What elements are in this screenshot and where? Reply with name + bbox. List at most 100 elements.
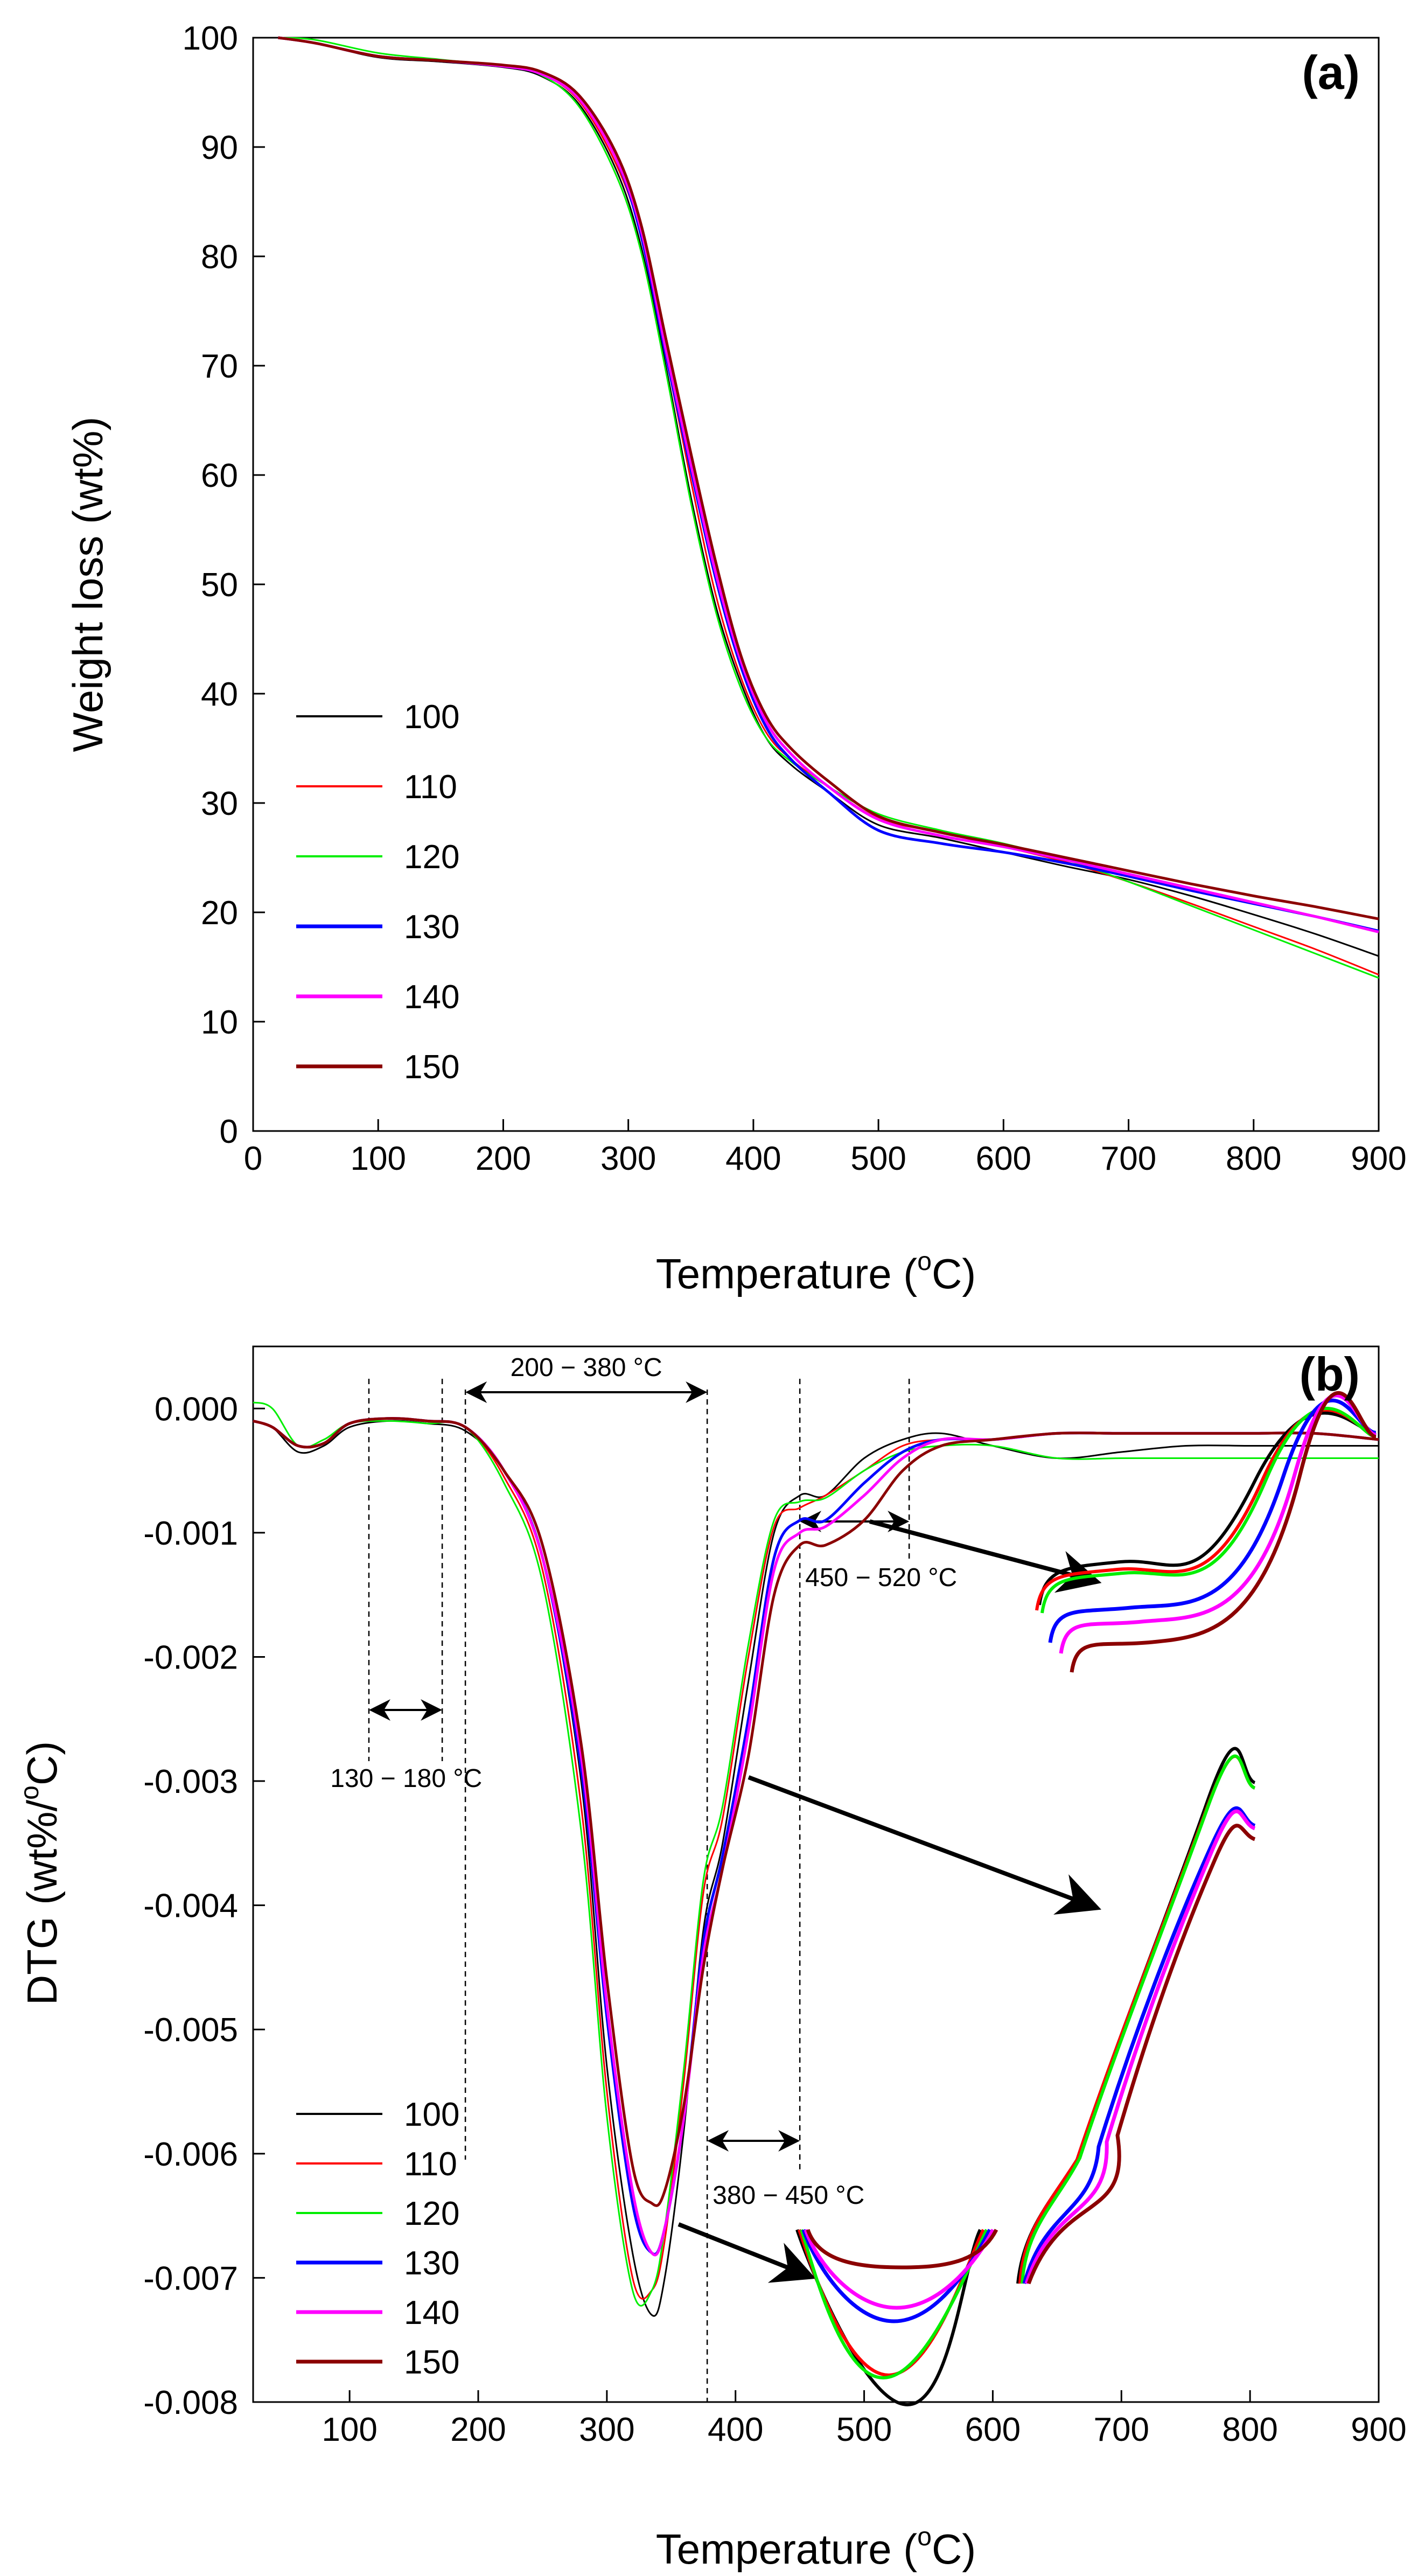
panel-b-x-tick-label: 900 xyxy=(1351,2411,1406,2448)
panel-b-inset-shoulder-curve-100 xyxy=(1038,1411,1377,1605)
panel-b-zoom-callout-arrow xyxy=(748,1775,1101,1915)
panel-a-series-line-120 xyxy=(278,37,1379,979)
panel-b-inset-shoulder-curve-150 xyxy=(1070,1391,1377,1673)
panel-a-y-tick-label: 40 xyxy=(201,676,238,713)
panel-a-y-tick-label: 0 xyxy=(220,1113,238,1150)
panel-a-series-lines xyxy=(278,36,1379,979)
panel-b-x-tick-label: 500 xyxy=(836,2411,892,2448)
panel-a-x-axis-title-unit: C) xyxy=(932,1250,976,1297)
panel-b-legend-label-140: 140 xyxy=(404,2294,459,2331)
panel-b-x-axis-title-degree: o xyxy=(917,2523,932,2551)
panel-b-y-tick-label: -0.003 xyxy=(143,1763,238,1800)
panel-b-y-tick-label: -0.007 xyxy=(143,2260,238,2297)
panel-b-x-tick-label: 400 xyxy=(708,2411,763,2448)
panel-a-y-tick-label: 50 xyxy=(201,567,238,604)
panel-b-y-tick-label: -0.002 xyxy=(143,1639,238,1676)
panel-a-x-tick-label: 300 xyxy=(600,1140,656,1177)
panel-b-x-tick-label: 600 xyxy=(965,2411,1021,2448)
panel-b-y-axis-title-unit: C) xyxy=(18,1741,66,1785)
panel-a-series-line-110 xyxy=(278,37,1379,976)
panel-a-x-tick-label: 400 xyxy=(725,1140,781,1177)
panel-b-plot-frame xyxy=(252,1345,1380,2403)
panel-b-series-line-150 xyxy=(253,1417,1379,2207)
panel-b-inset-peak-curve-140 xyxy=(804,2229,995,2310)
panel-a-label: (a) xyxy=(1302,46,1360,99)
panel-b-range-label: 380 − 450 °C xyxy=(712,2181,864,2210)
panel-b-inset-mid-curve-120 xyxy=(1021,1754,1256,2284)
panel-b-legend-label-100: 100 xyxy=(404,2096,459,2133)
panel-a-plot-frame xyxy=(252,37,1380,1132)
panel-a-legend-label-120: 120 xyxy=(404,839,459,876)
panel-b-y-axis-title-degree: o xyxy=(16,1785,44,1800)
panel-a-x-axis-title: Temperature (oC) xyxy=(656,1247,976,1297)
panel-b-inset-mid-curve-150 xyxy=(1026,1824,1256,2285)
panel-a: 0 100 200 300 400 500 600 700 800 900 0 10 20 30 40 50 6… xyxy=(64,20,1407,1297)
panel-a-y-tick-label: 80 xyxy=(201,239,238,276)
panel-b-y-tick-label: -0.005 xyxy=(143,2012,238,2049)
panel-b-y-tick-label: -0.001 xyxy=(143,1515,238,1552)
panel-b-legend-label-150: 150 xyxy=(404,2344,459,2381)
panel-b-y-tick-label: -0.004 xyxy=(143,1888,238,1925)
panel-a-y-tick-label: 30 xyxy=(201,785,238,822)
panel-b-x-tick-label: 300 xyxy=(579,2411,634,2448)
panel-b-y-tick-label: -0.008 xyxy=(143,2384,238,2421)
panel-a-axes: 0 100 200 300 400 500 600 700 800 900 0 10 20 30 40 50 6… xyxy=(183,20,1407,1177)
panel-a-series-line-100 xyxy=(278,37,1379,957)
panel-a-x-axis-title-degree: o xyxy=(917,1247,932,1276)
panel-a-y-tick-label: 70 xyxy=(201,348,238,385)
panel-a-legend-label-150: 150 xyxy=(404,1049,459,1086)
panel-a-legend-label-100: 100 xyxy=(404,699,459,736)
panel-a-x-tick-label: 800 xyxy=(1226,1140,1281,1177)
panel-b-range-annotations: 130 − 180 °C 200 − 380 °C 380 − 450 °C 450 … xyxy=(330,1353,957,2402)
panel-b-legend-label-130: 130 xyxy=(404,2245,459,2282)
panel-b-inset-shoulder-curve-140 xyxy=(1059,1393,1377,1654)
panel-b-zoom-callout-arrow xyxy=(869,1519,1102,1593)
panel-a-x-tick-label: 0 xyxy=(244,1140,262,1177)
panel-b-label: (b) xyxy=(1300,1348,1360,1401)
panel-b-y-axis-title-main: DTG (wt%/ xyxy=(18,1800,66,2006)
panel-a-x-tick-label: 500 xyxy=(850,1140,906,1177)
panel-a-legend: 100 110 120 130 140 150 xyxy=(296,699,459,1086)
panel-a-legend-label-140: 140 xyxy=(404,979,459,1016)
panel-b-legend: 100 110 120 130 140 150 xyxy=(296,2096,459,2381)
panel-b-x-tick-label: 700 xyxy=(1094,2411,1149,2448)
panel-b-range-label: 200 − 380 °C xyxy=(511,1353,662,1382)
panel-a-x-tick-label: 100 xyxy=(350,1140,406,1177)
panel-a-y-tick-label: 90 xyxy=(201,129,238,166)
panel-b-legend-label-120: 120 xyxy=(404,2195,459,2232)
panel-a-y-tick-label: 100 xyxy=(183,20,238,57)
panel-b-inset-shoulder-curve-120 xyxy=(1040,1407,1377,1614)
panel-b-y-axis-title: DTG (wt%/oC) xyxy=(16,1741,66,2005)
panel-b: 100 200 300 400 500 600 700 800 900 0.000 -0.001 -0… xyxy=(16,1345,1407,2573)
panel-b-inset-peak-curve-120 xyxy=(800,2229,988,2380)
panel-b-range-label: 450 − 520 °C xyxy=(805,1563,957,1592)
panel-a-x-tick-label: 900 xyxy=(1351,1140,1406,1177)
panel-b-x-tick-label: 200 xyxy=(450,2411,506,2448)
panel-b-zoom-insets xyxy=(677,1391,1377,2407)
panel-a-y-tick-label: 20 xyxy=(201,895,238,932)
panel-a-y-axis-title: Weight loss (wt%) xyxy=(64,417,111,752)
panel-b-legend-label-110: 110 xyxy=(404,2146,457,2183)
panel-b-x-tick-label: 100 xyxy=(322,2411,377,2448)
panel-b-y-tick-label: 0.000 xyxy=(155,1391,238,1428)
panel-a-x-tick-label: 200 xyxy=(476,1140,531,1177)
panel-a-y-tick-label: 60 xyxy=(201,457,238,494)
panel-b-x-tick-label: 800 xyxy=(1222,2411,1277,2448)
panel-b-zoom-callout-arrow xyxy=(677,2222,816,2283)
panel-b-inset-shoulder-curve-130 xyxy=(1048,1398,1377,1643)
panel-b-range-label: 130 − 180 °C xyxy=(330,1764,482,1793)
panel-a-x-tick-label: 700 xyxy=(1101,1140,1156,1177)
panel-a-series-line-140 xyxy=(278,36,1379,933)
panel-a-series-line-150 xyxy=(278,36,1379,920)
panel-a-legend-label-130: 130 xyxy=(404,909,459,946)
panel-b-y-tick-label: -0.006 xyxy=(143,2136,238,2173)
panel-b-inset-peak-curve-150 xyxy=(806,2229,998,2270)
panel-b-inset-mid-curve-140 xyxy=(1024,1809,1256,2285)
panel-a-x-tick-label: 600 xyxy=(976,1140,1031,1177)
panel-b-x-axis-title: Temperature (oC) xyxy=(656,2523,976,2573)
panel-b-inset-mid-curve-130 xyxy=(1022,1806,1256,2284)
panel-b-x-axis-title-main: Temperature ( xyxy=(656,2525,918,2573)
panel-a-legend-label-110: 110 xyxy=(404,769,457,806)
panel-a-y-tick-label: 10 xyxy=(201,1004,238,1041)
